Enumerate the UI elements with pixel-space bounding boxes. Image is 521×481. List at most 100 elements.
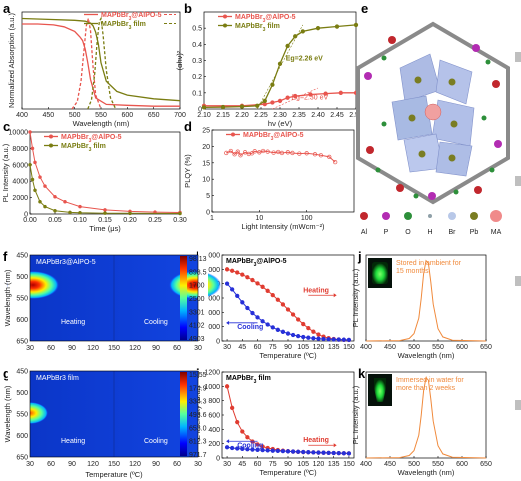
chart-d-ytick: 10	[202, 177, 210, 184]
chart-a-xtick: 500	[69, 112, 81, 119]
chart-d-xlabel: Light Intensity (mWcm⁻²)	[241, 222, 325, 231]
chart-b-point	[338, 90, 343, 95]
chart-i-point	[280, 448, 286, 454]
hm-f-colorbar-label: 3301	[189, 309, 205, 316]
hm-f-colorbar-label: 98.13	[189, 256, 207, 263]
chart-b-ytick: 0.5	[192, 26, 202, 33]
chart-i-heating-label: Heating	[303, 437, 329, 444]
page-edge-mark	[515, 52, 521, 62]
chart-h-point	[290, 312, 296, 317]
chart-h-ytick: 6000	[204, 253, 220, 260]
chart-h-point	[290, 332, 296, 338]
chart-b-point	[277, 61, 283, 66]
chart-c-ytick: 10000	[9, 130, 29, 137]
chart-c-point	[63, 199, 67, 204]
chart-b-point	[293, 34, 298, 39]
chart-i-point	[224, 445, 230, 450]
chart-i-point	[316, 450, 321, 455]
heatmap-g-cooling: Cooling	[144, 438, 168, 445]
hm-g-colorbar-label: 812.3	[189, 439, 207, 446]
heatmap-f: MAPbBr3@AlPO-5 Heating Cooling 450 500 550…	[3, 250, 221, 352]
panel-label-a: a	[3, 1, 11, 16]
chart-i-ytick: 600	[208, 413, 220, 420]
chart-h-point	[326, 337, 331, 342]
chart-i-xtick: 75	[269, 461, 277, 468]
chart-c-legend-label: MAPbBr3@AlPO-5	[61, 134, 122, 144]
chart-h-point	[301, 334, 306, 340]
chart-h-point	[265, 322, 270, 327]
chart-c-xtick: 0.30	[173, 217, 187, 224]
chart-h-point	[230, 287, 235, 292]
chart-i-ytick: 200	[208, 441, 220, 448]
hm-f-xtick: 150	[108, 345, 120, 352]
chart-k-series-line	[365, 376, 487, 459]
chart-c-point	[33, 160, 37, 165]
chart-b-point	[285, 43, 290, 49]
chart-j-xlabel: Wavelength (nm)	[398, 351, 455, 360]
chart-h-point	[285, 331, 291, 336]
chart-d-point	[235, 149, 240, 154]
chart-k-xlabel: Wavelength (nm)	[398, 468, 455, 477]
chart-c-xtick: 0.00	[23, 217, 37, 224]
chart-d-point	[327, 154, 332, 160]
chart-i-point	[245, 435, 250, 440]
chart-i-point	[301, 449, 306, 455]
chart-b-point	[277, 98, 283, 104]
heatmap-g-title: MAPbBr3 film	[36, 375, 79, 382]
chart-d-point	[304, 151, 309, 156]
chart-h-point	[316, 336, 321, 341]
chart-b-point	[220, 104, 226, 110]
heatmap-f-cooling: Cooling	[144, 319, 168, 326]
chart-i-xtick: 90	[284, 461, 292, 468]
chart-i-ytick: 400	[208, 427, 220, 434]
hm-g-ytick: 450	[16, 369, 28, 376]
chart-h-point	[280, 329, 286, 334]
heatmap-f-mask-r	[198, 250, 208, 346]
chart-d-point	[242, 150, 248, 155]
hm-f-ytick: 450	[16, 253, 28, 260]
hm-g-ytick: 650	[16, 455, 28, 462]
chart-d-legend-label: MAPbBr3@AlPO-5	[243, 132, 304, 142]
panel-label-d: d	[184, 119, 192, 134]
chart-h-temp-pl: 3045607590105120135150010002000300040005…	[193, 253, 355, 361]
chart-i-point	[235, 420, 240, 425]
ma-cation	[424, 103, 442, 121]
chart-d-plqy: 1 10 100 0 5 10 15 20 25 Light Intensity (mWcm⁻²)…	[183, 128, 355, 231]
heatmap-f-mask	[8, 250, 30, 346]
hm-g-colorbar-label: 653.0	[189, 425, 207, 432]
chart-h-point	[255, 315, 260, 320]
chart-b-legend-label: MAPbBr3@AlPO-5	[235, 14, 296, 24]
chart-b-xtick: 2.30	[273, 112, 287, 119]
chart-c-ytick: 2000	[12, 195, 28, 202]
page-edge-mark	[515, 400, 521, 410]
heatmap-g-colorbar	[180, 372, 187, 456]
chart-h-point	[270, 292, 275, 298]
legend-al-label: Al	[361, 229, 368, 236]
chart-h-point	[336, 337, 341, 342]
heatmap-g-ylabel: Wavelength (nm)	[3, 385, 12, 442]
chart-a-xtick: 400	[16, 112, 28, 119]
heatmap-f-heating: Heating	[61, 319, 85, 326]
chart-c-ytick: 8000	[12, 146, 28, 153]
chart-c-point	[43, 204, 47, 209]
legend-h-label: H	[427, 229, 432, 236]
chart-d-point	[257, 150, 262, 155]
legend-br-label: Br	[449, 229, 457, 236]
hm-f-colorbar-label: 4102	[189, 323, 205, 330]
chart-i-xtick: 30	[223, 461, 231, 468]
chart-h-point	[245, 305, 250, 311]
chart-i-ytick: 800	[208, 398, 220, 405]
photo-k-glowing-vial	[374, 378, 386, 402]
chart-d-point	[224, 150, 229, 156]
chart-h-title: MAPbBr3@AlPO-5	[226, 258, 287, 268]
chart-c-legend-label: MAPbBr3 film	[61, 143, 106, 153]
hm-f-colorbar-label: 898.5	[189, 269, 207, 276]
chart-j-xtick: 500	[408, 344, 420, 351]
hm-g-ytick: 500	[16, 390, 28, 397]
chart-c-ytick: 6000	[12, 162, 28, 169]
hm-g-xtick: 60	[173, 461, 181, 468]
chart-i-xtick: 150	[343, 461, 355, 468]
chart-b-point	[262, 98, 267, 104]
chart-h-point	[270, 325, 275, 330]
